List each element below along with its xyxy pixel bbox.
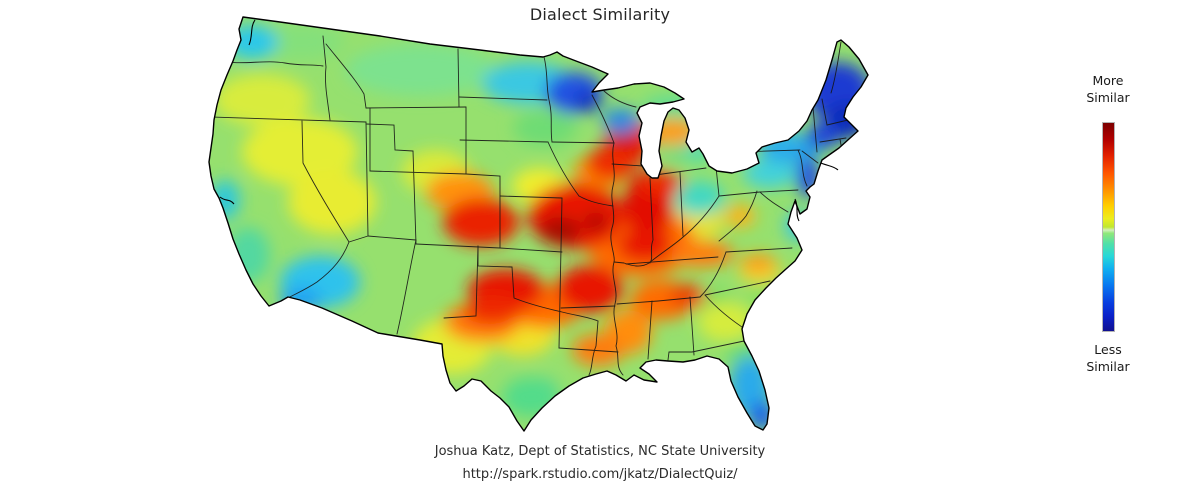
- heat-blob: [698, 302, 754, 342]
- heat-blob: [676, 181, 724, 215]
- legend-more-label: More Similar: [1086, 73, 1130, 105]
- heat-blob: [513, 110, 577, 146]
- heat-blob: [646, 119, 698, 145]
- heat-blob: [754, 120, 792, 142]
- heat-blob: [540, 217, 580, 245]
- heat-blob: [806, 123, 840, 149]
- state-borders: [209, 35, 849, 376]
- heat-blob: [725, 205, 755, 227]
- caption-url: http://spark.rstudio.com/jkatz/DialectQu…: [462, 467, 738, 482]
- heat-blob: [443, 198, 519, 246]
- heat-blob: [557, 265, 623, 313]
- heat-blob: [685, 140, 711, 162]
- legend-colorbar: [1102, 122, 1115, 332]
- heat-blob: [670, 284, 706, 308]
- heat-blob: [602, 108, 640, 134]
- heat-blob: [617, 230, 673, 262]
- page-title: Dialect Similarity: [529, 5, 671, 24]
- heat-blob: [242, 118, 358, 186]
- heat-blob: [740, 254, 776, 272]
- heat-blob: [586, 146, 636, 180]
- heat-blob: [572, 334, 624, 366]
- long-island-detail: [820, 162, 839, 171]
- heat-blob: [214, 74, 310, 126]
- heat-blob: [255, 24, 345, 60]
- coastal-detail-squiggles: [219, 19, 839, 222]
- heat-blob: [749, 401, 775, 431]
- heat-blob: [642, 96, 710, 116]
- legend-less-label: Less Similar: [1086, 342, 1130, 374]
- heat-blob: [288, 170, 376, 234]
- heat-blob: [345, 44, 495, 96]
- sf-bay-detail: [219, 196, 235, 205]
- heat-blob: [575, 90, 601, 112]
- heat-blob: [666, 241, 734, 267]
- heat-blob: [464, 297, 520, 325]
- heat-layer: [209, 17, 868, 431]
- us-outline: [208, 16, 869, 432]
- caption-author: Joshua Katz, Dept of Statistics, NC Stat…: [434, 444, 766, 459]
- chesapeake-bay-detail: [794, 198, 800, 222]
- heat-blob: [746, 282, 794, 318]
- heat-blob: [743, 158, 797, 188]
- heat-blob: [584, 212, 608, 232]
- puget-sound-detail: [248, 19, 256, 46]
